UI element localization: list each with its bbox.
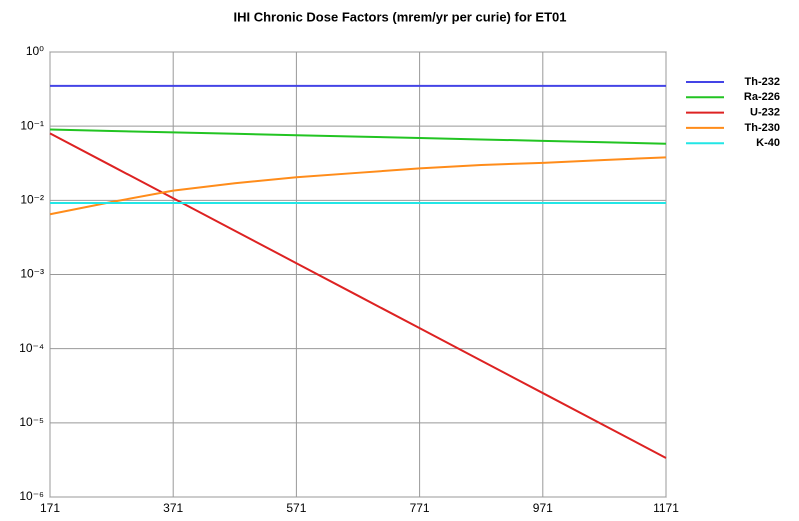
x-tick-label: 1171 <box>653 501 679 515</box>
y-tick-label: 10⁻⁶ <box>19 489 44 503</box>
y-tick-label: 10⁻⁵ <box>19 415 44 429</box>
series-line <box>49 156 667 216</box>
legend-label: K-40 <box>756 137 780 149</box>
legend-label: U-232 <box>750 107 780 119</box>
series-line <box>49 132 667 459</box>
x-tick-label: 571 <box>286 501 306 515</box>
y-tick-label: 10⁻³ <box>20 267 44 281</box>
series-line <box>49 128 667 145</box>
x-tick-label: 171 <box>40 501 60 515</box>
y-tick-label: 10⁻⁴ <box>19 341 44 355</box>
y-tick-label: 10⁻¹ <box>20 118 44 132</box>
y-tick-label: 10⁰ <box>26 44 44 58</box>
y-tick-label: 10⁻² <box>20 193 44 207</box>
x-tick-label: 371 <box>163 501 183 515</box>
x-tick-label: 771 <box>410 501 430 515</box>
chart-title: IHI Chronic Dose Factors (mrem/yr per cu… <box>233 9 566 24</box>
x-tick-label: 971 <box>533 501 553 515</box>
legend-label: Th-232 <box>745 76 780 88</box>
legend-label: Ra-226 <box>744 91 780 103</box>
legend-label: Th-230 <box>745 122 780 134</box>
